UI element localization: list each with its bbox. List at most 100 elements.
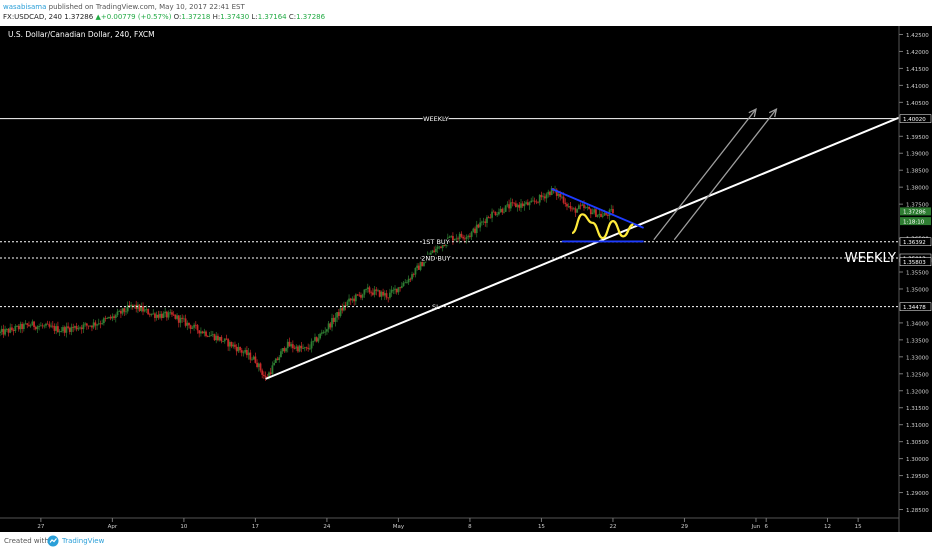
candle-body: [436, 246, 439, 249]
price-tick-label: 1.39500: [906, 135, 929, 141]
candle-body: [126, 305, 129, 312]
candle-body: [421, 261, 424, 267]
candle-body: [53, 326, 56, 331]
candle-body: [179, 317, 182, 323]
candle-body: [249, 352, 252, 360]
candle-body: [475, 224, 478, 233]
candle-body: [344, 305, 347, 307]
candle-body: [392, 289, 395, 291]
projection-arrow-line[interactable]: [653, 108, 757, 241]
candle-body: [504, 205, 507, 212]
candle-body: [41, 325, 44, 327]
candle-body: [92, 322, 95, 328]
candle-body: [496, 214, 499, 216]
candle-body: [474, 228, 476, 233]
candle-body: [540, 194, 543, 198]
candle-body: [210, 335, 213, 336]
candle-body: [228, 341, 231, 347]
candle-body: [513, 202, 516, 204]
candle-body: [254, 356, 257, 363]
candle-body: [480, 221, 483, 223]
candle-body: [34, 327, 37, 330]
candle-body: [271, 365, 274, 374]
candle-body: [460, 233, 463, 237]
candle-body: [56, 326, 59, 333]
time-tick-label: 15: [855, 524, 862, 530]
candle-body: [457, 238, 459, 240]
candle-body: [606, 214, 609, 216]
tradingview-brand[interactable]: TradingView: [62, 537, 105, 545]
candle-body: [424, 258, 427, 263]
price-tick-label: 1.37500: [906, 203, 929, 209]
price-tick-label: 1.31500: [906, 406, 929, 412]
candle-body: [273, 362, 276, 366]
candle-body: [26, 323, 29, 325]
projection-arrow-line[interactable]: [673, 108, 777, 241]
price-label-text: 1.36392: [903, 240, 926, 246]
candle-body: [348, 298, 350, 302]
candle-body: [298, 345, 301, 352]
candle-body: [172, 314, 175, 316]
candle-body: [211, 334, 214, 336]
candle-body: [484, 221, 487, 223]
candle-body: [118, 310, 121, 312]
candle-body: [106, 318, 109, 319]
open-label: O:: [173, 13, 182, 21]
candle-body: [186, 322, 189, 326]
time-tick-label: 24: [323, 524, 330, 530]
candle-body: [458, 233, 461, 239]
candle-body: [242, 352, 245, 354]
candle-body: [215, 335, 218, 341]
chart-frame[interactable]: WEEKLY 1ST BUY 2ND BUY SL WEEKLY 1.42500 1.42…: [0, 26, 932, 532]
candle-body: [234, 344, 236, 347]
levels-layer: WEEKLY 1ST BUY 2ND BUY SL WEEKLY: [0, 114, 899, 312]
candle-body: [423, 262, 425, 267]
candle-body: [491, 211, 493, 218]
time-tick-label: Apr: [108, 524, 118, 530]
candle-body: [440, 246, 442, 248]
candle-body: [274, 358, 277, 363]
candle-body: [389, 292, 391, 298]
candle-body: [465, 237, 468, 239]
candle-body: [373, 289, 376, 295]
candle-body: [409, 278, 412, 280]
candle-body: [506, 204, 509, 206]
candle-body: [542, 196, 545, 198]
candle-body: [196, 325, 199, 331]
candle-body: [446, 237, 449, 244]
candle-body: [227, 339, 230, 347]
candle-body: [300, 345, 303, 349]
publisher-username[interactable]: wasabisama: [3, 3, 47, 11]
candle-body: [499, 208, 502, 212]
candle-body: [63, 327, 66, 333]
price-tick-label: 1.34000: [906, 321, 929, 327]
price-tick-label: 1.32500: [906, 372, 929, 378]
candle-body: [164, 311, 167, 314]
candle-body: [470, 231, 473, 237]
time-axis[interactable]: 27 Apr 10 17 24 May 8 15 22 29 Jun 6 12 15: [37, 518, 862, 530]
candle-body: [157, 314, 160, 318]
candle-body: [521, 203, 524, 207]
candle-body: [89, 325, 92, 327]
candle-body: [62, 327, 64, 332]
wave-pattern[interactable]: [571, 213, 634, 240]
price-axis[interactable]: 1.42500 1.42000 1.41500 1.41000 1.40500 1.395…: [899, 33, 932, 514]
candle-body: [205, 331, 207, 337]
price-tick-label: 1.30500: [906, 440, 929, 446]
candle-body: [404, 282, 407, 284]
tradingview-logo-icon[interactable]: [47, 535, 59, 547]
candle-body: [400, 286, 403, 288]
price-tick-label: 1.29000: [906, 491, 929, 497]
candle-body: [395, 288, 398, 293]
price-tick-label: 1.39000: [906, 152, 929, 158]
candle-body: [538, 194, 541, 203]
candle-body: [332, 317, 335, 322]
candle-body: [125, 311, 127, 313]
trendline[interactable]: [265, 116, 900, 380]
arrowhead-icon: [748, 107, 757, 118]
time-tick-label: 17: [252, 524, 259, 530]
triangle-upper-line[interactable]: [551, 188, 644, 229]
candle-body: [21, 323, 24, 329]
candle-body: [547, 191, 550, 195]
